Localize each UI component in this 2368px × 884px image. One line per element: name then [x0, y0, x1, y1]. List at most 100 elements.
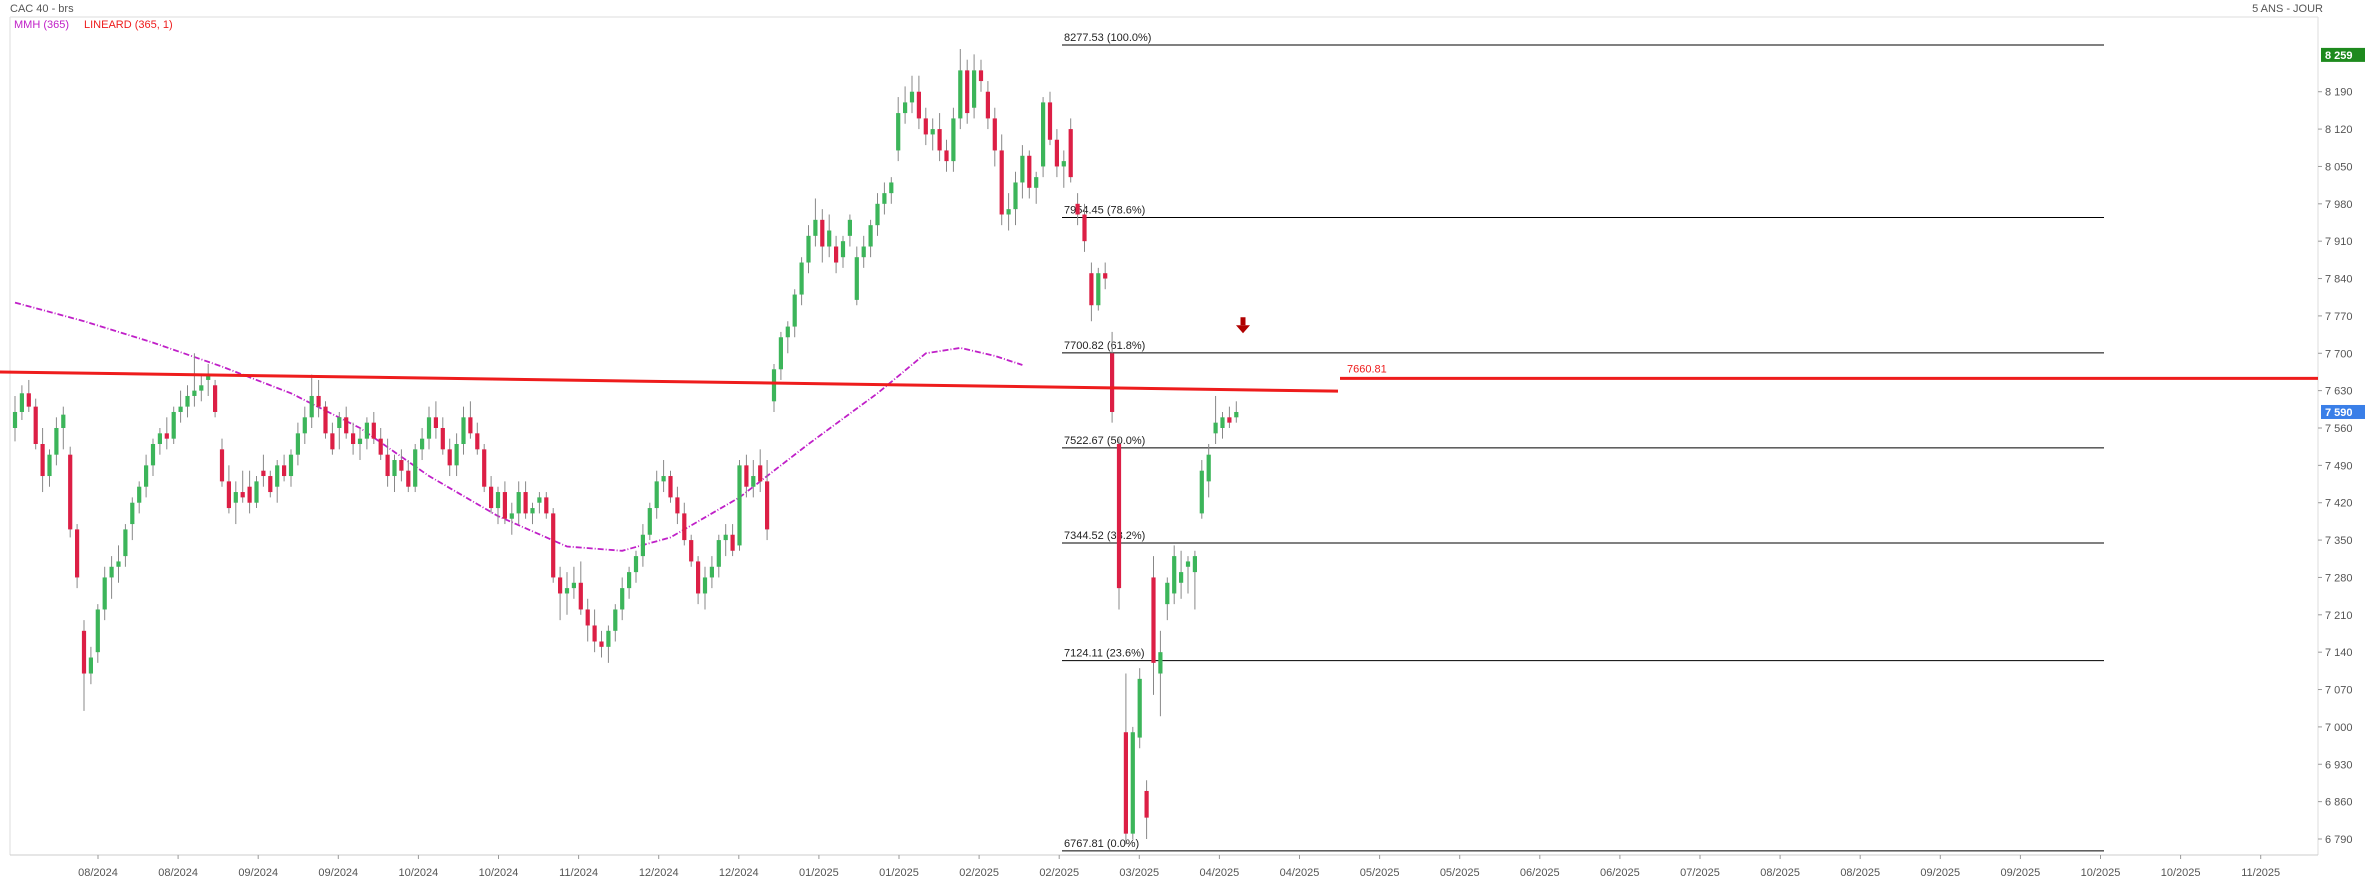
candle-body — [81, 630, 87, 674]
candle-body — [689, 540, 694, 562]
candle-body — [357, 438, 363, 445]
x-tick-label: 10/2025 — [2081, 867, 2121, 879]
candle-body — [468, 417, 473, 434]
legend-lineard[interactable]: LINEARD (365, 1) — [84, 19, 173, 31]
candle-body — [378, 438, 383, 455]
candle-body — [1006, 209, 1011, 215]
candle-body — [806, 235, 811, 263]
x-tick-label: 10/2024 — [479, 867, 519, 879]
candle-body — [426, 417, 432, 439]
candle-body — [1165, 582, 1170, 605]
candle-body — [33, 406, 38, 445]
candle-body — [440, 427, 445, 450]
x-tick-label: 11/2025 — [2241, 867, 2280, 879]
candle-body — [413, 449, 418, 487]
candle-body — [530, 508, 535, 514]
candle-body — [633, 556, 639, 573]
candle-body — [399, 460, 404, 471]
lineard-value-label: 7660.81 — [1347, 363, 1387, 375]
y-tick-label: 8 050 — [2325, 161, 2353, 173]
x-tick-label: 08/2024 — [78, 867, 118, 879]
candle-body — [571, 582, 576, 589]
candle-body — [1199, 470, 1204, 514]
candle-body — [1075, 203, 1080, 215]
candle-body — [730, 534, 735, 551]
candle-body — [1013, 182, 1018, 210]
candle-body — [620, 588, 625, 610]
candle-body — [109, 566, 114, 578]
candle-body — [813, 219, 818, 236]
candle-body — [1206, 454, 1211, 482]
candle-body — [330, 433, 335, 450]
candle-body — [247, 486, 252, 503]
candle-body — [509, 513, 514, 519]
x-tick-label: 01/2025 — [799, 867, 839, 879]
y-tick-label: 7 350 — [2325, 535, 2353, 547]
candle-body — [461, 417, 466, 445]
candle-body — [985, 91, 990, 119]
y-tick-label: 7 490 — [2325, 460, 2353, 472]
y-tick-label: 8 120 — [2325, 124, 2353, 136]
lineard-trendline — [0, 370, 1339, 393]
candle-body — [489, 486, 494, 509]
candle-body — [1068, 129, 1073, 178]
candle-body — [240, 492, 245, 498]
fib-level-label: 6767.81 (0.0%) — [1064, 838, 1139, 850]
candle-body — [716, 540, 721, 567]
x-tick-label: 12/2024 — [639, 867, 679, 879]
candle-body — [502, 492, 507, 519]
candle-body — [1227, 417, 1232, 423]
x-tick-label: 04/2025 — [1280, 867, 1320, 879]
candle-body — [1130, 732, 1135, 834]
candle-body — [1103, 273, 1108, 279]
candle-body — [171, 411, 176, 439]
candle-body — [26, 393, 31, 407]
candle-body — [75, 529, 80, 578]
legend-mmh[interactable]: MMH (365) — [14, 19, 70, 31]
period-label[interactable]: 5 ANS - JOUR — [2252, 3, 2323, 15]
candle-body — [144, 465, 149, 487]
candle-body — [392, 460, 397, 477]
candle-body — [868, 225, 873, 247]
candle-body — [627, 572, 632, 589]
y-tick-label: 6 860 — [2325, 797, 2353, 809]
y-tick-label: 7 770 — [2325, 311, 2353, 323]
x-tick-label: 02/2025 — [959, 867, 999, 879]
candle-body — [1213, 422, 1218, 434]
candle-body — [1144, 790, 1149, 818]
y-tick-label: 7 420 — [2325, 498, 2353, 510]
candle-body — [95, 609, 100, 653]
y-tick-label: 6 790 — [2325, 834, 2353, 846]
candle-body — [778, 337, 783, 370]
last-price-badge — [2321, 404, 2365, 419]
candle-body — [882, 193, 887, 204]
x-tick-label: 08/2024 — [158, 867, 198, 879]
sell-arrow-icon — [1236, 325, 1250, 334]
candle-body — [137, 486, 142, 503]
candle-body — [295, 433, 300, 455]
candle-body — [116, 561, 121, 567]
candle-body — [433, 417, 438, 428]
candle-body — [799, 262, 804, 295]
candle-body — [1185, 561, 1191, 567]
candle-body — [233, 492, 238, 503]
candle-body — [364, 422, 369, 439]
candle-body — [668, 476, 673, 498]
candle-body — [916, 91, 921, 119]
candle-body — [820, 219, 825, 247]
candle-body — [88, 657, 93, 674]
candle-body — [1054, 139, 1059, 167]
candle-body — [564, 588, 570, 594]
candle-body — [599, 641, 604, 647]
high-price-badge — [2321, 47, 2365, 62]
x-tick-label: 05/2025 — [1440, 867, 1480, 879]
fib-level-label: 8277.53 (100.0%) — [1064, 32, 1151, 44]
candle-body — [316, 395, 321, 407]
candle-body — [1151, 577, 1156, 663]
candle-body — [219, 449, 225, 482]
candle-body — [965, 70, 970, 114]
x-tick-label: 03/2025 — [1119, 867, 1159, 879]
candle-body — [551, 513, 556, 578]
candle-body — [61, 414, 66, 428]
